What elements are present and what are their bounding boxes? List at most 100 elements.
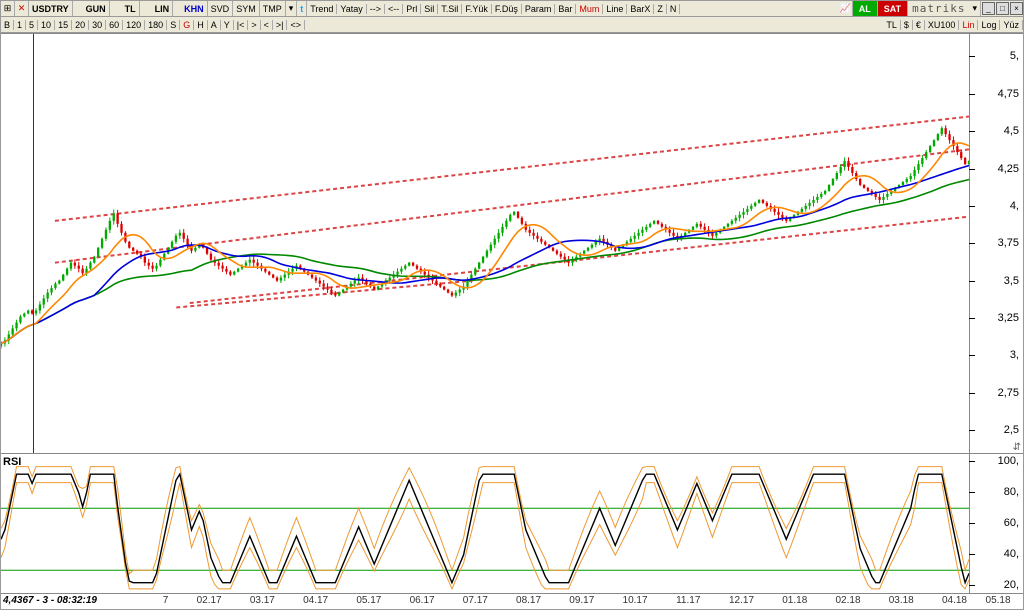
price-plot[interactable] [1,34,969,453]
rsi-ytick: 40, [1004,548,1019,560]
x-tick: 02.17 [197,595,222,606]
brand-label: matriks [908,2,969,15]
x-tick: 7 [163,595,169,606]
rsi-ytick: 80, [1004,486,1019,498]
style-barx[interactable]: BarX [627,4,654,14]
price-ytick: 4,75 [998,88,1019,100]
x-tick: 09.17 [569,595,594,606]
al-button[interactable]: AL [853,1,878,16]
toolbar-item--[interactable]: >| [273,20,288,30]
zn-n[interactable]: N [667,4,681,14]
toolbar-item-5[interactable]: 5 [26,20,38,30]
draw-sil[interactable]: Sil [421,4,438,14]
twitter-icon[interactable]: t [297,1,307,16]
price-ytick: 3,5 [1004,275,1019,287]
rsi-plot[interactable] [1,454,969,594]
toolbar-item-180[interactable]: 180 [145,20,167,30]
toolbar-item-h[interactable]: H [194,20,208,30]
dropdown-icon[interactable]: ▾ [286,1,298,16]
draw-f.yük[interactable]: F.Yük [462,4,492,14]
style-mum[interactable]: Mum [576,4,603,14]
style-line[interactable]: Line [603,4,627,14]
x-ticks: 702.1703.1704.1705.1706.1707.1708.1709.1… [1,594,969,609]
maximize-button[interactable]: □ [996,2,1009,15]
timeframe-group[interactable]: GUN [83,1,110,16]
draw-trend[interactable]: Trend [307,4,337,14]
price-y-axis: 2,52,753,3,253,53,754,4,254,54,755, [969,34,1023,453]
price-panel: 2,52,753,3,253,53,754,4,254,54,755, ⇵ [1,33,1023,453]
charttype-group[interactable]: LIN [152,1,174,16]
toolbar-item-y-z[interactable]: Yüz [1000,20,1023,30]
draw-<--[interactable]: <-- [385,4,403,14]
x-tick: 11.17 [676,595,700,606]
x-axis: 4,4367 - 3 - 08:32:19 702.1703.1704.1705… [1,593,1023,609]
chart-mini-icon[interactable]: 📈 [839,1,853,16]
toolbar-item-1[interactable]: 1 [14,20,26,30]
draw-yatay[interactable]: Yatay [337,4,366,14]
cursor-vline [33,34,34,453]
sat-button[interactable]: SAT [878,1,908,16]
x-tick: 08.17 [516,595,541,606]
x-tick: 07.17 [463,595,488,606]
svd-btn[interactable]: SVD [208,1,234,16]
toolbar-item--[interactable]: <> [287,20,305,30]
toolbar-item-tl[interactable]: TL [883,20,901,30]
minimize-button[interactable]: _ [982,2,995,15]
price-ytick: 3,25 [998,312,1019,324]
symbol-label[interactable]: USDTRY [29,1,73,16]
status-line: 4,4367 - 3 - 08:32:19 [3,595,97,606]
draw-t.sil[interactable]: T.Sil [438,4,462,14]
close-mini-icon[interactable]: ✕ [15,1,29,16]
khn-btn[interactable]: KHN [181,1,208,16]
chart-area: 2,52,753,3,253,53,754,4,254,54,755, ⇵ RS… [1,33,1023,609]
rsi-label: RSI [3,456,21,468]
toolbar-item-xu100[interactable]: XU100 [925,20,960,30]
toolbar-item-120[interactable]: 120 [123,20,145,30]
toolbar-item--[interactable]: |< [234,20,249,30]
toolbar-item--[interactable]: $ [901,20,913,30]
toolbar-item--[interactable]: € [913,20,925,30]
toolbar-item-log[interactable]: Log [978,20,1000,30]
dropdown-icon[interactable]: ▾ [969,1,981,16]
toolbar-item-20[interactable]: 20 [72,20,89,30]
toolbar-item-a[interactable]: A [208,20,221,30]
rsi-ytick: 20, [1004,579,1019,591]
toolbar-item-lin[interactable]: Lin [959,20,978,30]
x-tick: 06.17 [410,595,435,606]
draw-param[interactable]: Param [522,4,556,14]
x-tick: 05.18 [986,595,1011,606]
price-ytick: 4, [1010,200,1019,212]
sym-btn[interactable]: SYM [233,1,260,16]
tmp-btn[interactable]: TMP [260,1,286,16]
rsi-svg [1,454,969,594]
toolbar-item-30[interactable]: 30 [89,20,106,30]
rsi-y-axis: 20,40,60,80,100, [969,454,1023,594]
draw--->[interactable]: --> [367,4,385,14]
style-bar[interactable]: Bar [555,4,576,14]
scroll-icon[interactable]: ⇵ [1013,442,1021,453]
price-svg [1,34,969,453]
toolbar-item-10[interactable]: 10 [38,20,55,30]
x-tick: 10.17 [623,595,648,606]
draw-prl[interactable]: Prl [403,4,421,14]
toolbar-item-15[interactable]: 15 [55,20,72,30]
zn-z[interactable]: Z [654,4,667,14]
toolbar-item-60[interactable]: 60 [106,20,123,30]
toolbar-item-s[interactable]: S [167,20,180,30]
price-ytick: 5, [1010,50,1019,62]
toolbar-item--[interactable]: > [248,20,260,30]
rsi-panel: RSI 20,40,60,80,100, [1,453,1023,594]
toolbar-item--[interactable]: < [261,20,273,30]
app-window: ⊞ ✕ USDTRY GUN TL LIN KHN SVD SYM TMP ▾ … [0,0,1024,610]
toolbar-item-b[interactable]: B [1,20,14,30]
toolbar-item-g[interactable]: G [180,20,194,30]
scale-group[interactable]: TL [122,1,140,16]
toolbar-item-y[interactable]: Y [221,20,234,30]
x-tick: 04.18 [942,595,967,606]
price-ytick: 2,5 [1004,424,1019,436]
grid-icon[interactable]: ⊞ [1,1,15,16]
close-button[interactable]: × [1010,2,1023,15]
x-tick: 03.17 [250,595,275,606]
draw-f.düş[interactable]: F.Düş [492,4,522,14]
rsi-ytick: 100, [998,455,1019,467]
